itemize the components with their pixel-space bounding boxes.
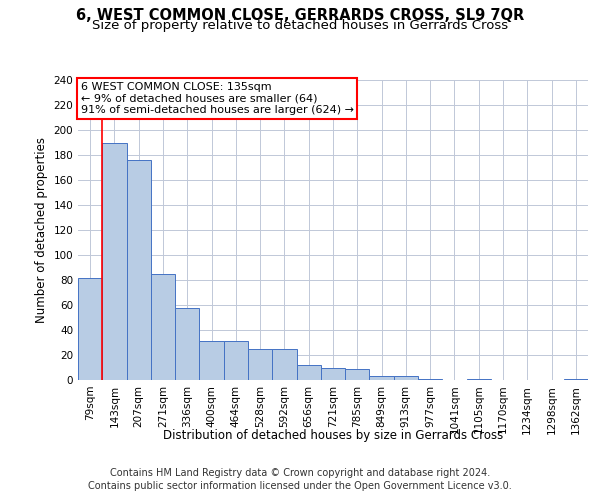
Bar bbox=[370, 376, 394, 380]
Bar bbox=[394, 376, 418, 380]
Bar bbox=[151, 274, 175, 380]
Text: Distribution of detached houses by size in Gerrards Cross: Distribution of detached houses by size … bbox=[163, 428, 503, 442]
Bar bbox=[418, 379, 442, 380]
Bar bbox=[467, 379, 491, 380]
Text: Contains HM Land Registry data © Crown copyright and database right 2024.: Contains HM Land Registry data © Crown c… bbox=[110, 468, 490, 477]
Bar bbox=[102, 142, 127, 380]
Text: 6, WEST COMMON CLOSE, GERRARDS CROSS, SL9 7QR: 6, WEST COMMON CLOSE, GERRARDS CROSS, SL… bbox=[76, 8, 524, 22]
Text: 6 WEST COMMON CLOSE: 135sqm
← 9% of detached houses are smaller (64)
91% of semi: 6 WEST COMMON CLOSE: 135sqm ← 9% of deta… bbox=[80, 82, 353, 114]
Text: Size of property relative to detached houses in Gerrards Cross: Size of property relative to detached ho… bbox=[92, 19, 508, 32]
Bar bbox=[78, 278, 102, 380]
Bar bbox=[199, 341, 224, 380]
Bar bbox=[321, 368, 345, 380]
Y-axis label: Number of detached properties: Number of detached properties bbox=[35, 137, 48, 323]
Bar bbox=[296, 365, 321, 380]
Bar bbox=[224, 341, 248, 380]
Bar bbox=[272, 349, 296, 380]
Bar bbox=[175, 308, 199, 380]
Text: Contains public sector information licensed under the Open Government Licence v3: Contains public sector information licen… bbox=[88, 481, 512, 491]
Bar bbox=[248, 349, 272, 380]
Bar bbox=[564, 379, 588, 380]
Bar bbox=[345, 369, 370, 380]
Bar bbox=[127, 160, 151, 380]
